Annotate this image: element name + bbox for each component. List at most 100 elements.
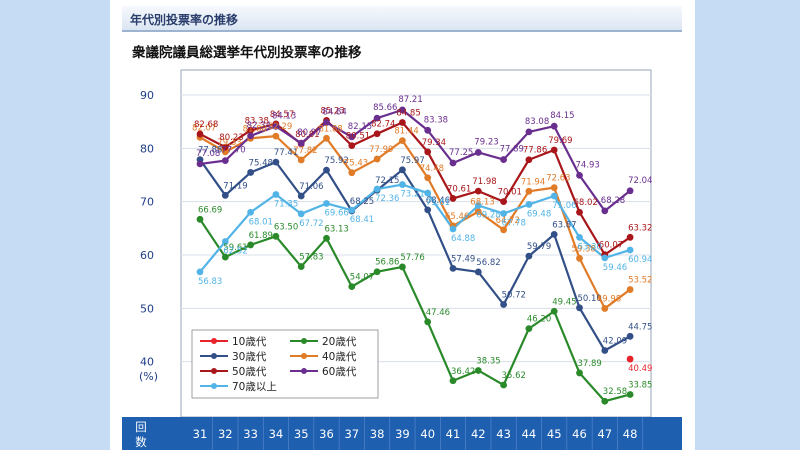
point-30歳代-45: [550, 230, 558, 238]
label-30歳代-42: 56.82: [476, 258, 500, 268]
label-40歳代-32: 79.33: [217, 138, 241, 148]
x-axis-label-char-1: 回: [135, 420, 147, 434]
x-tick-38: 38: [370, 427, 385, 441]
point-50歳代-38: [373, 130, 381, 138]
label-40歳代-41: 65.46: [445, 212, 469, 222]
label-40歳代-42: 68.13: [470, 198, 494, 208]
point-60歳代-46: [576, 171, 583, 179]
label-40歳代-48: 53.52: [628, 276, 652, 286]
label-50歳代-45: 79.69: [548, 136, 572, 146]
label-20歳代-46: 37.89: [578, 359, 602, 369]
point-40歳代-32: [221, 148, 229, 156]
point-70歳以上-39: [399, 181, 406, 188]
point-70歳以上-32: [221, 238, 229, 245]
label-50歳代-48: 63.32: [628, 223, 652, 233]
point-60歳代-42: [474, 149, 482, 156]
label-40歳代-36: 81.88: [319, 124, 343, 134]
point-50歳代-37: [348, 142, 356, 150]
label-60歳代-37: 82.15: [348, 122, 372, 132]
x-tick-35: 35: [294, 427, 309, 441]
point-60歳代-34: [272, 122, 280, 130]
label-30歳代-45: 63.87: [552, 220, 576, 230]
y-tick-60: 60: [140, 249, 154, 262]
label-30歳代-37: 68.25: [350, 197, 374, 207]
point-20歳代-36: [323, 234, 330, 242]
label-60歳代-31: 77.08: [196, 149, 220, 159]
series-points: [196, 106, 634, 405]
series-lines: [199, 108, 631, 403]
line-70歳以上: [199, 183, 631, 273]
legend-marker-60歳代: [301, 368, 307, 374]
label-20歳代-42: 38.35: [476, 356, 500, 366]
point-30歳代-48: [626, 332, 634, 340]
label-70歳以上-41: 64.88: [451, 234, 475, 244]
point-20歳代-45: [550, 307, 558, 315]
point-70歳以上-45: [550, 192, 558, 200]
legend-label-20歳代: 20歳代: [322, 336, 357, 348]
x-tick-41: 41: [446, 427, 461, 441]
label-20歳代-38: 56.86: [375, 258, 399, 268]
legend-marker-50歳代: [211, 368, 217, 374]
label-20歳代-35: 57.83: [299, 253, 323, 263]
line-20歳代: [199, 218, 631, 403]
label-50歳代-33: 83.38: [245, 116, 269, 126]
point-60歳代-48: [626, 187, 634, 195]
point-40歳代-42: [474, 208, 482, 216]
section-header-bar: 年代別投票率の推移: [122, 6, 682, 32]
label-70歳以上-32: 62.52: [223, 247, 247, 257]
point-30歳代-32: [221, 191, 229, 199]
label-60歳代-42: 79.23: [474, 137, 498, 147]
point-10歳代-48: [626, 355, 634, 363]
label-50歳代-32: 80.23: [219, 133, 243, 143]
label-50歳代-42: 71.98: [472, 177, 496, 187]
point-70歳以上-33: [247, 208, 255, 216]
label-20歳代-47: 32.58: [603, 387, 627, 397]
point-70歳以上-37: [348, 206, 356, 214]
point-70歳以上-41: [449, 225, 457, 233]
label-30歳代-38: 72.15: [375, 176, 399, 186]
label-70歳以上-33: 68.01: [249, 217, 273, 227]
legend-marker-10歳代: [211, 338, 217, 344]
point-60歳代-45: [550, 122, 558, 130]
legend-label-50歳代: 50歳代: [232, 366, 267, 378]
x-tick-48: 48: [623, 427, 638, 441]
y-tick-40: 40: [140, 356, 154, 369]
point-30歳代-42: [474, 268, 482, 276]
label-70歳以上-47: 59.46: [603, 263, 627, 273]
label-30歳代-34: 77.41: [274, 148, 298, 158]
point-30歳代-40: [424, 206, 432, 214]
label-60歳代-38: 85.66: [373, 103, 397, 113]
label-60歳代-34: 84.13: [272, 111, 296, 121]
point-20歳代-42: [474, 367, 482, 374]
legend-label-70歳以上: 70歳以上: [232, 381, 277, 393]
line-40歳代: [199, 135, 631, 310]
point-60歳代-35: [297, 139, 305, 147]
point-20歳代-46: [576, 369, 583, 377]
label-50歳代-46: 68.02: [574, 198, 598, 208]
line-60歳代: [199, 108, 631, 212]
label-70歳以上-43: 67.78: [502, 219, 526, 229]
label-40歳代-47: 49.98: [597, 294, 621, 304]
label-20歳代-37: 54.07: [350, 273, 374, 283]
legend-marker-20歳代: [301, 338, 307, 344]
label-50歳代-36: 85.23: [321, 106, 345, 116]
label-60歳代-36: 84.84: [323, 108, 347, 118]
label-60歳代-32: 77.70: [221, 146, 245, 156]
x-tick-31: 31: [193, 427, 208, 441]
label-50歳代-39: 84.85: [396, 108, 420, 118]
point-70歳以上-42: [474, 202, 482, 209]
label-60歳代-47: 68.28: [601, 196, 625, 206]
line-50歳代: [199, 119, 631, 256]
label-70歳以上-34: 71.35: [274, 199, 298, 209]
point-20歳代-34: [272, 232, 280, 240]
label-70歳以上-38: 72.36: [375, 194, 399, 204]
label-60歳代-41: 77.25: [449, 148, 473, 158]
point-50歳代-33: [247, 126, 255, 134]
y-tick-70: 70: [140, 196, 154, 209]
page: 年代別投票率の推移 衆議院議員総選挙年代別投票率の推移 40 50 60 70 80 90…: [110, 0, 695, 450]
label-20歳代-41: 36.42: [451, 367, 475, 377]
point-30歳代-35: [297, 192, 305, 200]
label-20歳代-34: 63.50: [274, 222, 298, 232]
x-tick-34: 34: [269, 427, 284, 441]
